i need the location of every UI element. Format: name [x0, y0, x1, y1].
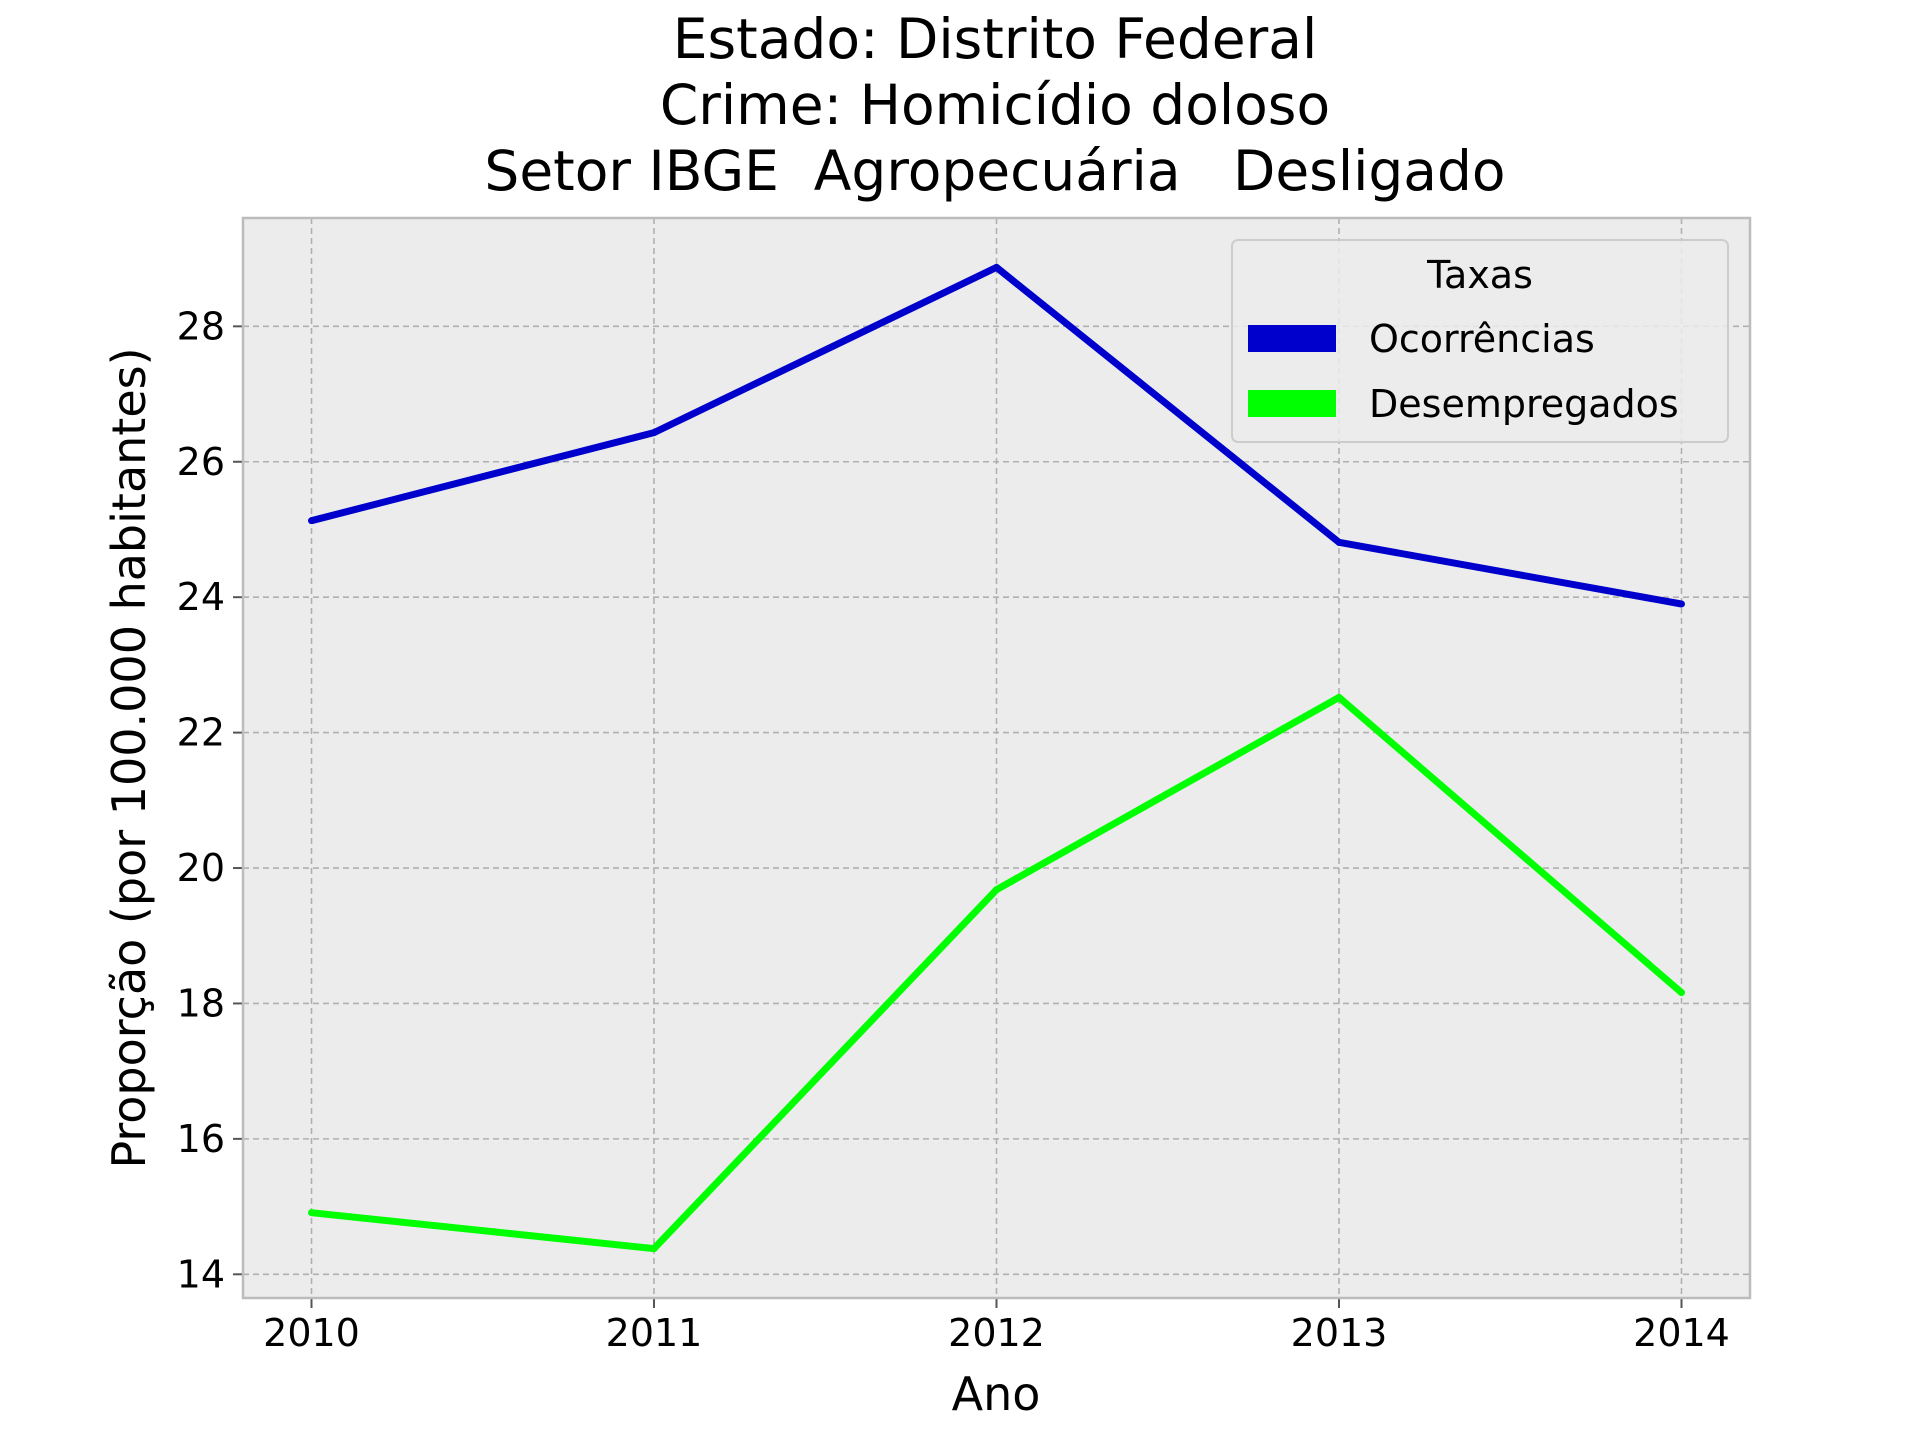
y-tick-label: 24	[177, 575, 225, 619]
chart-title: Estado: Distrito Federal Crime: Homicídi…	[0, 6, 1920, 204]
y-tick-label: 20	[177, 846, 225, 890]
x-tick-label: 2011	[606, 1311, 703, 1355]
legend: Taxas Ocorrências Desempregados	[1231, 239, 1729, 443]
y-tick-label: 26	[177, 440, 225, 484]
series-lines	[308, 263, 1685, 1253]
plot-frame	[241, 216, 1752, 1300]
y-tick-label: 18	[177, 981, 225, 1025]
data-point	[308, 517, 315, 525]
y-tick-label: 22	[177, 711, 225, 755]
title-line-state: Estado: Distrito Federal	[672, 7, 1318, 71]
data-point	[1335, 538, 1343, 546]
data-point	[308, 1209, 315, 1217]
data-point	[1678, 600, 1685, 608]
legend-label-desempregados: Desempregados	[1369, 382, 1679, 426]
data-point	[993, 263, 1000, 271]
x-tick-label: 2014	[1633, 1311, 1730, 1355]
axis-ticks: 2010 2011 2012 2013 2014 14 16 18 20 22 24 26 28	[177, 304, 1730, 1355]
y-axis-label: Proporção (por 100.000 habitantes)	[102, 347, 156, 1168]
legend-box	[1231, 239, 1729, 443]
data-point	[650, 429, 658, 437]
data-point	[1678, 989, 1685, 997]
legend-swatch-desempregados	[1248, 390, 1336, 417]
legend-label-ocorrencias: Ocorrências	[1369, 317, 1595, 361]
title-line-sector: Setor IBGE Agropecuária Desligado	[484, 139, 1506, 203]
x-tick-label: 2012	[948, 1311, 1045, 1355]
x-tick-label: 2010	[263, 1311, 360, 1355]
legend-title: Taxas	[1426, 253, 1533, 297]
data-point	[650, 1245, 658, 1253]
data-point	[1335, 693, 1343, 701]
data-point	[993, 886, 1000, 894]
x-tick-label: 2013	[1291, 1311, 1388, 1355]
y-tick-label: 28	[177, 304, 225, 348]
title-line-crime: Crime: Homicídio doloso	[659, 73, 1331, 137]
legend-swatch-ocorrencias	[1248, 325, 1336, 352]
y-tick-label: 14	[177, 1252, 225, 1296]
x-axis-label: Ano	[952, 1367, 1041, 1421]
y-tick-label: 16	[177, 1117, 225, 1161]
